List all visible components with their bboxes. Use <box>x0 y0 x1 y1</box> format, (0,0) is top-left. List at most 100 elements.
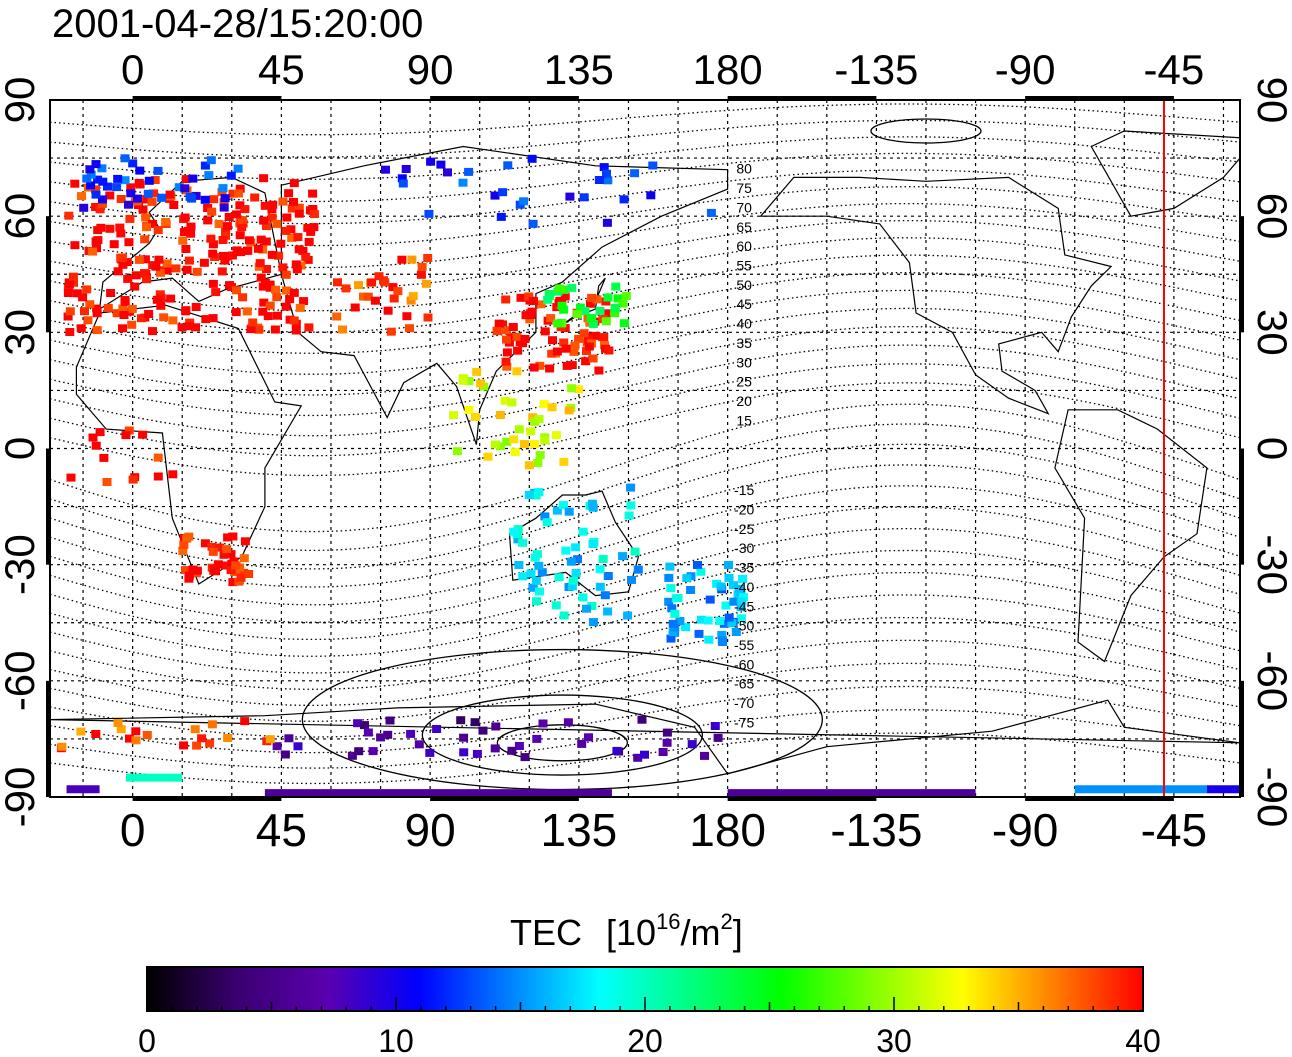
tec-cell <box>116 725 126 734</box>
tec-cell <box>458 376 468 385</box>
tec-cell <box>95 428 105 437</box>
tec-cell <box>162 266 172 275</box>
tec-cell <box>736 614 746 623</box>
tec-cell <box>112 309 122 318</box>
tec-cell <box>416 270 426 279</box>
tec-cell <box>569 347 579 356</box>
tec-cell <box>235 184 245 193</box>
tec-cell <box>113 719 123 727</box>
tec-cell <box>501 357 511 366</box>
tec-cell <box>92 326 102 335</box>
tec-cell <box>78 293 88 302</box>
tec-cell <box>309 223 319 232</box>
tec-cell <box>501 326 511 335</box>
right-lat-tick: 30 <box>1249 309 1292 356</box>
tec-cell <box>402 312 412 321</box>
frame-tick-bar <box>1239 216 1244 333</box>
tec-cell <box>376 733 386 742</box>
colorbar-title: TEC [1016/m2] <box>510 909 743 953</box>
colorbar-ticks: 0 10 20 30 40 <box>138 997 1161 1057</box>
tec-cell <box>595 306 605 315</box>
tec-cell <box>208 314 218 323</box>
tec-cell <box>731 628 741 636</box>
tec-cell <box>518 572 528 581</box>
tec-cell <box>124 200 133 209</box>
tec-cell <box>559 457 569 466</box>
tec-cell <box>211 288 221 297</box>
tec-cell <box>530 553 540 562</box>
tec-cell <box>408 292 418 301</box>
tec-cell <box>267 205 277 214</box>
top-lon-tick: 45 <box>258 46 305 93</box>
tec-cell <box>289 179 299 188</box>
tec-cell <box>243 246 253 255</box>
left-lat-tick: -90 <box>0 767 43 828</box>
tec-cell <box>278 197 288 206</box>
tec-cell <box>138 430 148 439</box>
tec-cell <box>491 440 500 449</box>
tec-cell <box>594 176 604 184</box>
tec-cell <box>222 222 232 231</box>
tec-cell <box>228 578 238 587</box>
tec-cell <box>397 174 407 183</box>
frame-tick-bar <box>46 680 51 797</box>
tec-cell <box>223 533 233 542</box>
tec-cell <box>612 746 622 755</box>
tec-cell <box>153 226 163 235</box>
tec-cell <box>514 742 524 750</box>
tec-cell <box>272 293 282 302</box>
tec-cell <box>389 294 399 303</box>
tec-cell <box>113 267 123 276</box>
tec-cell <box>717 636 727 645</box>
mag-contour <box>50 464 1240 588</box>
tec-cell <box>106 289 116 297</box>
tec-cell <box>567 582 577 591</box>
tec-cell <box>118 324 127 333</box>
tec-cell <box>401 165 411 173</box>
tec-cell <box>577 739 587 748</box>
tec-cell <box>542 518 552 527</box>
tec-cell <box>706 208 716 217</box>
tec-cell <box>85 300 95 309</box>
right-latitude-ticks: 90 60 30 0 -30 -60 -90 <box>1249 77 1292 828</box>
left-lat-tick: -60 <box>0 650 43 711</box>
tec-cell <box>152 295 162 304</box>
tec-cell <box>496 212 506 221</box>
tec-cell <box>552 506 562 515</box>
tec-cell <box>333 278 342 287</box>
tec-cell <box>553 319 563 328</box>
tec-cell <box>425 748 435 757</box>
tec-cell <box>610 303 620 312</box>
tec-cell <box>595 582 605 591</box>
contour-label: -40 <box>734 579 754 595</box>
top-lon-tick: -90 <box>995 46 1056 93</box>
tec-cell <box>571 569 581 577</box>
tec-cell <box>495 411 505 419</box>
tec-cell <box>86 181 96 190</box>
tec-cell <box>490 191 500 200</box>
tec-cell <box>291 260 301 269</box>
frame-ticks <box>46 96 1244 801</box>
tec-cell <box>265 301 275 310</box>
tec-cell <box>120 297 130 306</box>
tec-cell <box>272 742 282 751</box>
bottom-lon-tick: 135 <box>541 804 618 856</box>
tec-cell <box>529 440 539 448</box>
tec-cell <box>681 623 691 632</box>
tec-cell <box>529 297 538 306</box>
tec-cell <box>694 629 704 638</box>
tec-cell <box>519 197 529 206</box>
tec-cell <box>117 253 127 262</box>
mag-contour <box>50 219 1240 290</box>
tec-cell <box>147 197 157 206</box>
tec-cell <box>93 175 103 184</box>
top-lon-tick: 90 <box>407 46 454 93</box>
tec-cell <box>282 286 291 295</box>
tec-cell <box>658 748 668 756</box>
tec-cell <box>215 543 225 552</box>
tec-cell <box>535 361 545 370</box>
tec-cell <box>552 347 562 356</box>
tec-cell <box>693 561 702 569</box>
tec-cell <box>177 323 187 332</box>
tec-cell <box>258 307 268 316</box>
